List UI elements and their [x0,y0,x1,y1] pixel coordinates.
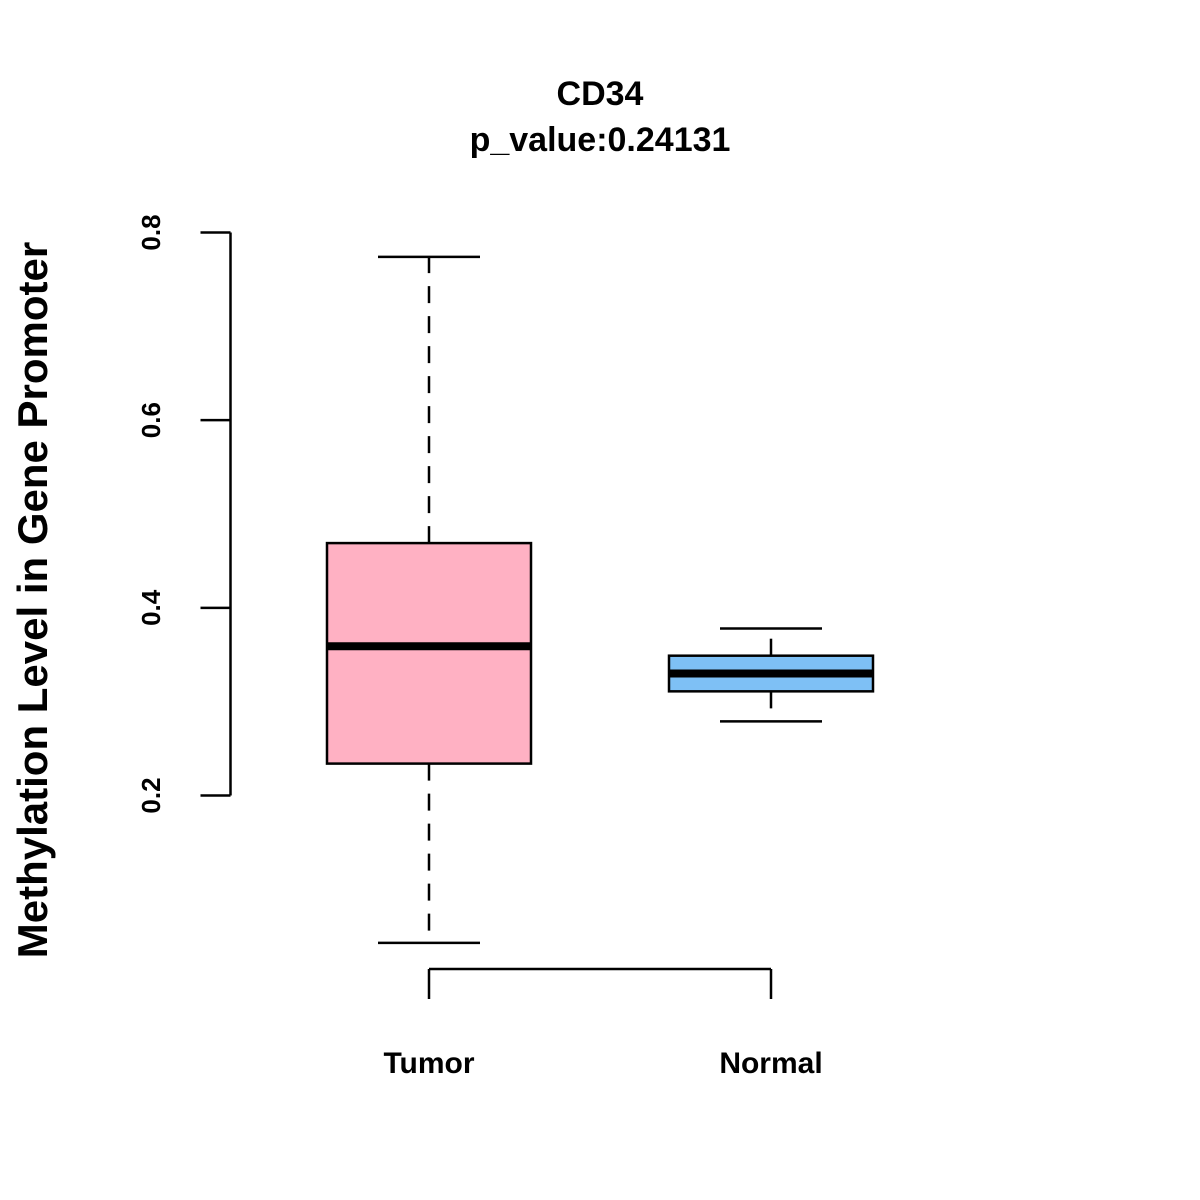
y-axis: 0.2 0.4 0.6 0.8 [136,214,232,814]
box-tumor [325,255,533,945]
y-tick-label: 0.8 [136,214,166,250]
y-axis-label: Methylation Level in Gene Promoter [9,242,56,958]
y-tick-label: 0.6 [136,402,166,438]
x-tick-label: Normal [719,1047,822,1080]
y-tick-label: 0.2 [136,777,166,813]
y-tick-label: 0.4 [136,589,166,626]
box-group [325,255,875,945]
x-tick-label: Tumor [383,1047,474,1080]
chart-subtitle: p_value:0.24131 [470,121,731,159]
x-axis: Tumor Normal [383,967,823,1080]
box-normal [667,627,875,723]
box-iqr [325,541,533,765]
chart-title: CD34 [557,75,644,113]
